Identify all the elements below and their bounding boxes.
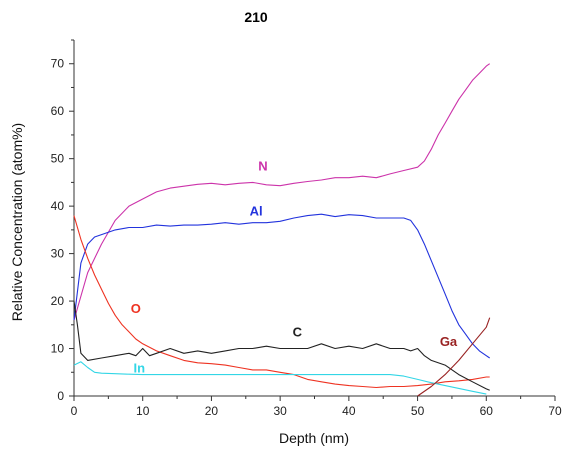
series-label-ga: Ga xyxy=(440,334,458,349)
y-tick-label: 20 xyxy=(51,294,65,308)
y-axis-title: Relative Concentration (atom%) xyxy=(9,123,25,321)
x-tick-label: 20 xyxy=(205,404,219,418)
y-tick-label: 10 xyxy=(51,342,65,356)
x-tick-label: 10 xyxy=(136,404,150,418)
series-label-al: Al xyxy=(250,204,263,219)
y-tick-label: 0 xyxy=(57,389,64,403)
chart-title: 210 xyxy=(244,9,268,25)
x-tick-label: 0 xyxy=(71,404,78,418)
series-labels: N Al O C In Ga xyxy=(131,159,458,376)
x-tick-label: 30 xyxy=(273,404,287,418)
y-tick-label: 30 xyxy=(51,247,65,261)
series-label-n: N xyxy=(258,159,267,174)
series-line-in xyxy=(73,361,487,395)
series-line-al xyxy=(73,213,491,359)
x-tick-label: 50 xyxy=(411,404,425,418)
series-line-o xyxy=(73,215,490,389)
y-tick-label: 70 xyxy=(51,57,65,71)
series-lines xyxy=(73,63,491,397)
axes: 0 10 20 30 40 50 60 70 0 10 20 30 40 50 60 70 xyxy=(51,39,562,418)
y-tick-label: 40 xyxy=(51,199,65,213)
x-tick-label: 70 xyxy=(548,404,562,418)
series-line-n xyxy=(73,63,491,321)
x-axis-title: Depth (nm) xyxy=(279,430,349,446)
y-tick-label: 60 xyxy=(51,104,65,118)
x-tick-label: 40 xyxy=(342,404,356,418)
y-tick-label: 50 xyxy=(51,152,65,166)
x-tick-label: 60 xyxy=(480,404,494,418)
series-label-o: O xyxy=(131,301,141,316)
series-line-c xyxy=(73,301,490,391)
series-label-c: C xyxy=(293,325,303,340)
series-label-in: In xyxy=(133,360,145,375)
series-line-ga xyxy=(417,317,491,397)
